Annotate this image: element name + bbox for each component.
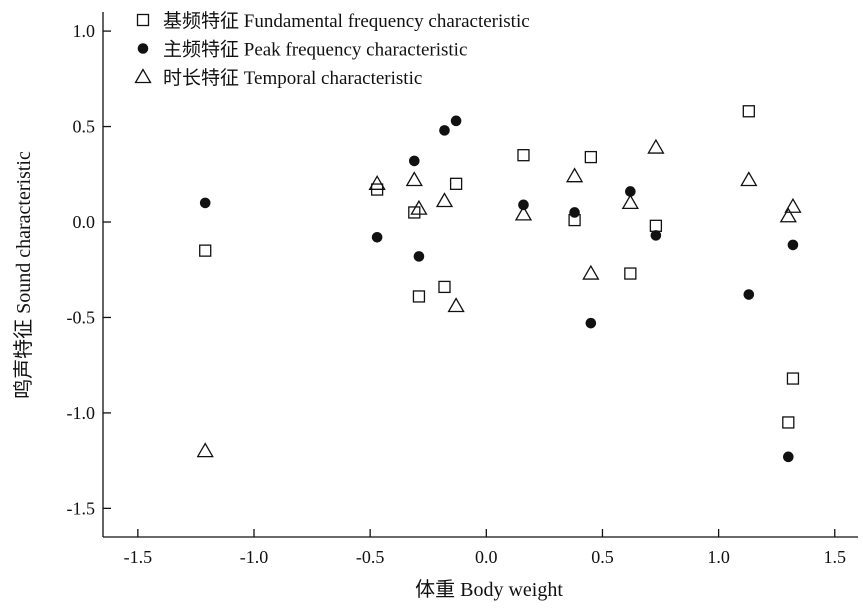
temporal-point xyxy=(405,171,423,187)
x-tick-label: -1.0 xyxy=(240,547,269,567)
peak-frequency-point xyxy=(450,115,462,127)
x-tick-label: 1.0 xyxy=(707,547,730,567)
y-tick-label: 1.0 xyxy=(73,21,96,41)
peak-frequency-point xyxy=(650,230,662,241)
x-tick-label: -0.5 xyxy=(356,547,385,567)
temporal-point xyxy=(784,197,802,213)
data-points xyxy=(196,105,802,463)
x-tick-label: 0.0 xyxy=(475,547,498,567)
legend-label: 基频特征 Fundamental frequency characteristi… xyxy=(163,10,530,32)
peak-frequency-point xyxy=(518,199,529,211)
y-tick-label: -0.5 xyxy=(67,307,96,327)
fundamental-frequency-point xyxy=(584,150,597,164)
fundamental-frequency-point xyxy=(782,416,795,429)
temporal-point xyxy=(514,205,533,221)
fundamental-frequency-point xyxy=(412,290,426,303)
x-tick-label: 1.5 xyxy=(824,547,847,567)
fundamental-frequency-point xyxy=(517,149,530,162)
legend-triangle-icon xyxy=(134,68,152,84)
fundamental-frequency-point xyxy=(786,372,800,385)
temporal-point xyxy=(368,175,386,190)
peak-frequency-point xyxy=(569,207,580,218)
fundamental-frequency-point xyxy=(742,105,755,118)
peak-frequency-point xyxy=(199,197,211,209)
peak-frequency-point xyxy=(439,125,450,136)
x-axis-ticks: -1.5 -1.0 -0.5 0.0 0.5 1.0 1.5 xyxy=(124,529,846,567)
y-axis-ticks: 1.0 0.5 0.0 -0.5 -1.0 -1.5 xyxy=(67,21,111,518)
temporal-point xyxy=(582,264,600,280)
x-axis-label: 体重 Body weight xyxy=(415,578,563,601)
legend: 基频特征 Fundamental frequency characteristi… xyxy=(134,10,530,89)
temporal-point xyxy=(565,167,584,183)
peak-frequency-point xyxy=(625,186,636,197)
y-tick-label: -1.5 xyxy=(67,498,96,518)
temporal-point xyxy=(621,194,639,210)
peak-frequency-point xyxy=(743,289,755,300)
fundamental-frequency-point xyxy=(199,244,212,257)
legend-label: 时长特征 Temporal characteristic xyxy=(163,67,422,89)
temporal-point xyxy=(435,192,454,208)
legend-square-icon xyxy=(136,13,150,27)
y-tick-label: -1.0 xyxy=(67,403,96,423)
temporal-point xyxy=(447,297,465,313)
legend-label: 主频特征 Peak frequency characteristic xyxy=(163,39,467,61)
peak-frequency-point xyxy=(408,155,420,167)
legend-circle-icon xyxy=(137,43,149,54)
y-tick-label: 0.0 xyxy=(73,212,96,232)
fundamental-frequency-point xyxy=(438,280,451,294)
peak-frequency-point xyxy=(783,451,794,463)
fundamental-frequency-point xyxy=(624,267,637,280)
y-tick-label: 0.5 xyxy=(73,117,96,137)
fundamental-frequency-point xyxy=(408,206,421,219)
peak-frequency-point xyxy=(585,317,597,329)
temporal-point xyxy=(740,171,758,187)
temporal-point xyxy=(647,138,665,154)
fundamental-frequency-point xyxy=(449,177,463,190)
y-axis-label: 鸣声特征 Sound characteristic xyxy=(12,151,35,399)
axes: -1.5 -1.0 -0.5 0.0 0.5 1.0 1.5 1.00.50.0-0.5-1… xyxy=(67,12,858,567)
fundamental-frequency-point xyxy=(649,219,663,232)
temporal-point xyxy=(410,199,428,215)
x-tick-label: 0.5 xyxy=(591,547,614,567)
peak-frequency-point xyxy=(787,239,799,251)
peak-frequency-point xyxy=(371,231,383,243)
x-tick-label: -1.5 xyxy=(124,547,153,567)
temporal-point xyxy=(196,442,214,458)
temporal-point xyxy=(779,207,797,223)
peak-frequency-point xyxy=(413,251,425,262)
